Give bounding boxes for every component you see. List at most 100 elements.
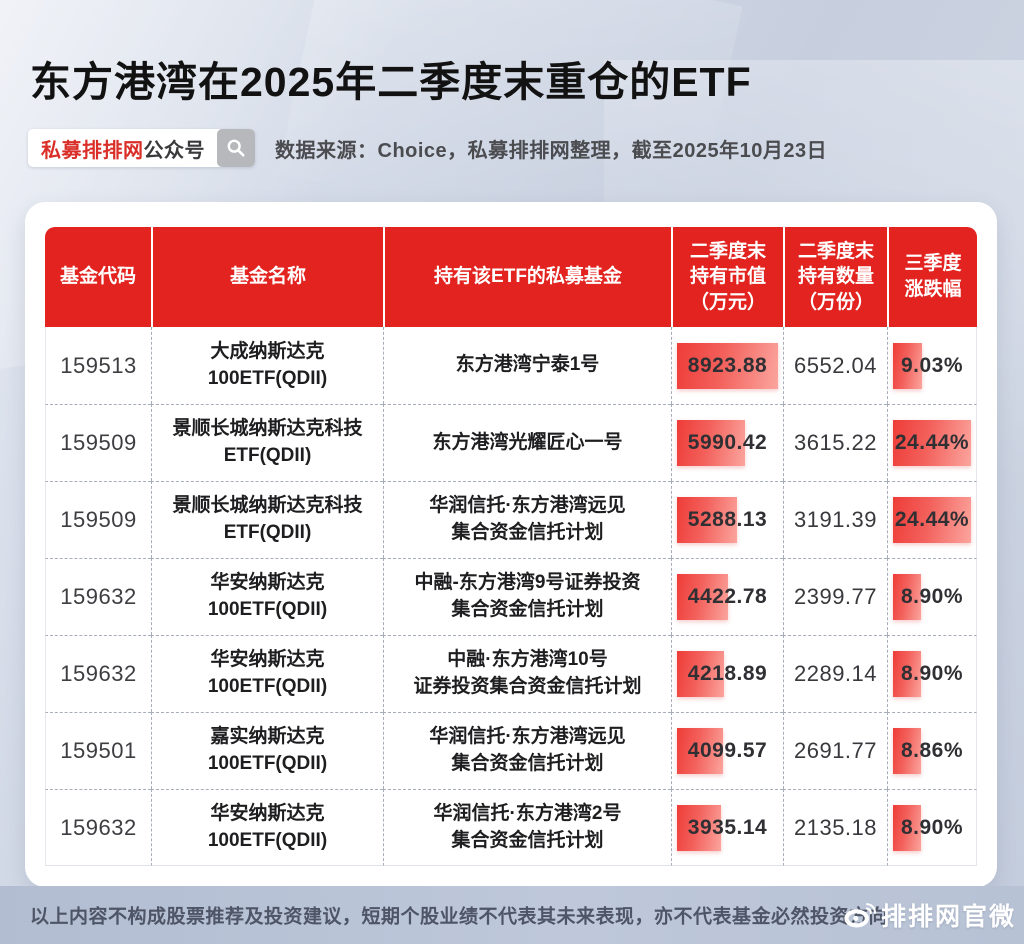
quantity-cell: 3615.22 [783, 404, 887, 481]
fund-code-cell: 159632 [45, 635, 151, 712]
change-bar-track [893, 420, 971, 466]
holder-fund-cell: 中融-东方港湾9号证券投资 集合资金信托计划 [383, 558, 671, 635]
change-bar [893, 342, 922, 389]
holder-fund-cell: 华润信托·东方港湾2号 集合资金信托计划 [383, 789, 671, 866]
magnifier-icon [226, 138, 246, 158]
column-header-quantity: 二季度末 持有数量 （万份） [783, 227, 887, 327]
fund-code-cell: 159509 [45, 481, 151, 558]
disclaimer-text: 以上内容不构成股票推荐及投资建议，短期个股业绩不代表其未来表现，亦不代表基金必然… [30, 906, 889, 928]
holder-fund-cell: 东方港湾宁泰1号 [383, 327, 671, 404]
market-value-bar-track [677, 574, 778, 620]
change-bar-track [893, 728, 971, 774]
market-value-bar-track [677, 497, 778, 543]
fund-code-cell: 159509 [45, 404, 151, 481]
change-bar-track [893, 804, 971, 851]
table-row: 159509 景顺长城纳斯达克科技 ETF(QDII) 华润信托·东方港湾远见 … [45, 481, 977, 558]
q3-change-cell: 8.90% [887, 789, 977, 866]
page-title: 东方港湾在2025年二季度末重仓的ETF [30, 59, 752, 105]
column-header-market-value: 二季度末 持有市值 （万元） [671, 227, 783, 327]
table-row: 159513 大成纳斯达克 100ETF(QDII) 东方港湾宁泰1号 8923… [45, 327, 977, 404]
table-row: 159501 嘉实纳斯达克 100ETF(QDII) 华润信托·东方港湾远见 集… [45, 712, 977, 789]
table-row: 159509 景顺长城纳斯达克科技 ETF(QDII) 东方港湾光耀匠心一号 5… [45, 404, 977, 481]
q3-change-cell: 24.44% [887, 481, 977, 558]
market-value-bar-track [677, 342, 778, 389]
market-value-bar-track [677, 420, 778, 466]
holder-fund-cell: 中融·东方港湾10号 证券投资集合资金信托计划 [383, 635, 671, 712]
weibo-tag: 排排网官微 [843, 897, 1016, 933]
etf-holdings-table: 基金代码 基金名称 持有该ETF的私募基金 二季度末 持有市值 （万元） 二季度… [45, 227, 977, 866]
market-value-text: 5288.13 [687, 508, 768, 531]
q3-change-text: 9.03% [900, 353, 964, 377]
change-bar-track [893, 342, 971, 389]
quantity-cell: 2691.77 [783, 712, 887, 789]
data-source-note: 数据来源：Choice，私募排排网整理，截至2025年10月23日 [275, 139, 828, 162]
market-value-text: 3935.14 [687, 815, 768, 839]
q3-change-cell: 9.03% [887, 327, 977, 404]
market-value-text: 8923.88 [687, 353, 768, 377]
market-value-cell: 4099.57 [671, 712, 783, 789]
etf-name-cell: 嘉实纳斯达克 100ETF(QDII) [151, 712, 383, 789]
market-value-text: 4218.89 [687, 662, 768, 685]
table-body: 159513 大成纳斯达克 100ETF(QDII) 东方港湾宁泰1号 8923… [45, 327, 977, 866]
quantity-cell: 6552.04 [783, 327, 887, 404]
market-value-bar [677, 651, 725, 697]
column-header-fund-code: 基金代码 [45, 227, 151, 327]
fund-code-cell: 159513 [45, 327, 151, 404]
market-value-bar-track [677, 804, 778, 851]
etf-name-cell: 华安纳斯达克 100ETF(QDII) [151, 789, 383, 866]
fund-code-cell: 159632 [45, 789, 151, 866]
market-value-cell: 3935.14 [671, 789, 783, 866]
fund-code-cell: 159632 [45, 558, 151, 635]
column-header-q3-change: 三季度 涨跌幅 [887, 227, 977, 327]
badge-row: 私募排排网 公众号 数据来源：Choice，私募排排网整理，截至2025年10月2… [28, 129, 827, 167]
table-card: 私募排排网 基金代码 基金名称 持有该ETF的私募基金 二季度末 持有市值 （万… [25, 202, 997, 887]
table-row: 159632 华安纳斯达克 100ETF(QDII) 中融·东方港湾10号 证券… [45, 635, 977, 712]
q3-change-text: 8.90% [900, 662, 964, 685]
table-header: 基金代码 基金名称 持有该ETF的私募基金 二季度末 持有市值 （万元） 二季度… [45, 227, 977, 327]
etf-name-cell: 华安纳斯达克 100ETF(QDII) [151, 635, 383, 712]
fund-code-cell: 159501 [45, 712, 151, 789]
change-bar [893, 574, 922, 620]
market-value-bar-track [677, 651, 778, 697]
weibo-label: 排排网官微 [880, 903, 1016, 931]
market-value-bar [677, 728, 724, 774]
column-header-fund-name: 基金名称 [151, 227, 383, 327]
change-bar [893, 497, 971, 543]
change-bar [893, 804, 922, 851]
q3-change-cell: 24.44% [887, 404, 977, 481]
q3-change-text: 8.86% [900, 739, 964, 762]
quantity-cell: 2289.14 [783, 635, 887, 712]
market-value-text: 4099.57 [687, 739, 768, 762]
market-value-cell: 4422.78 [671, 558, 783, 635]
holder-fund-cell: 东方港湾光耀匠心一号 [383, 404, 671, 481]
market-value-cell: 5288.13 [671, 481, 783, 558]
brand-name: 私募排排网 [41, 139, 144, 162]
footer-band: 以上内容不构成股票推荐及投资建议，短期个股业绩不代表其未来表现，亦不代表基金必然… [0, 886, 1024, 944]
holder-fund-cell: 华润信托·东方港湾远见 集合资金信托计划 [383, 712, 671, 789]
table-row: 159632 华安纳斯达克 100ETF(QDII) 华润信托·东方港湾2号 集… [45, 789, 977, 866]
brand-badge-text: 私募排排网 公众号 [28, 129, 217, 167]
brand-badge: 私募排排网 公众号 [28, 129, 255, 167]
etf-name-cell: 景顺长城纳斯达克科技 ETF(QDII) [151, 404, 383, 481]
market-value-text: 5990.42 [687, 431, 768, 454]
quantity-cell: 2135.18 [783, 789, 887, 866]
holder-fund-cell: 华润信托·东方港湾远见 集合资金信托计划 [383, 481, 671, 558]
q3-change-cell: 8.90% [887, 635, 977, 712]
etf-name-cell: 华安纳斯达克 100ETF(QDII) [151, 558, 383, 635]
market-value-bar [677, 420, 745, 466]
q3-change-cell: 8.86% [887, 712, 977, 789]
market-value-text: 4422.78 [687, 585, 768, 608]
q3-change-text: 24.44% [894, 431, 970, 454]
q3-change-text: 8.90% [900, 585, 964, 608]
search-button[interactable] [217, 129, 255, 167]
market-value-bar [677, 342, 778, 389]
q3-change-text: 8.90% [900, 815, 964, 839]
quantity-cell: 2399.77 [783, 558, 887, 635]
change-bar-track [893, 497, 971, 543]
market-value-bar [677, 574, 728, 620]
q3-change-cell: 8.90% [887, 558, 977, 635]
market-value-cell: 8923.88 [671, 327, 783, 404]
market-value-cell: 4218.89 [671, 635, 783, 712]
change-bar [893, 728, 922, 774]
change-bar-track [893, 651, 971, 697]
